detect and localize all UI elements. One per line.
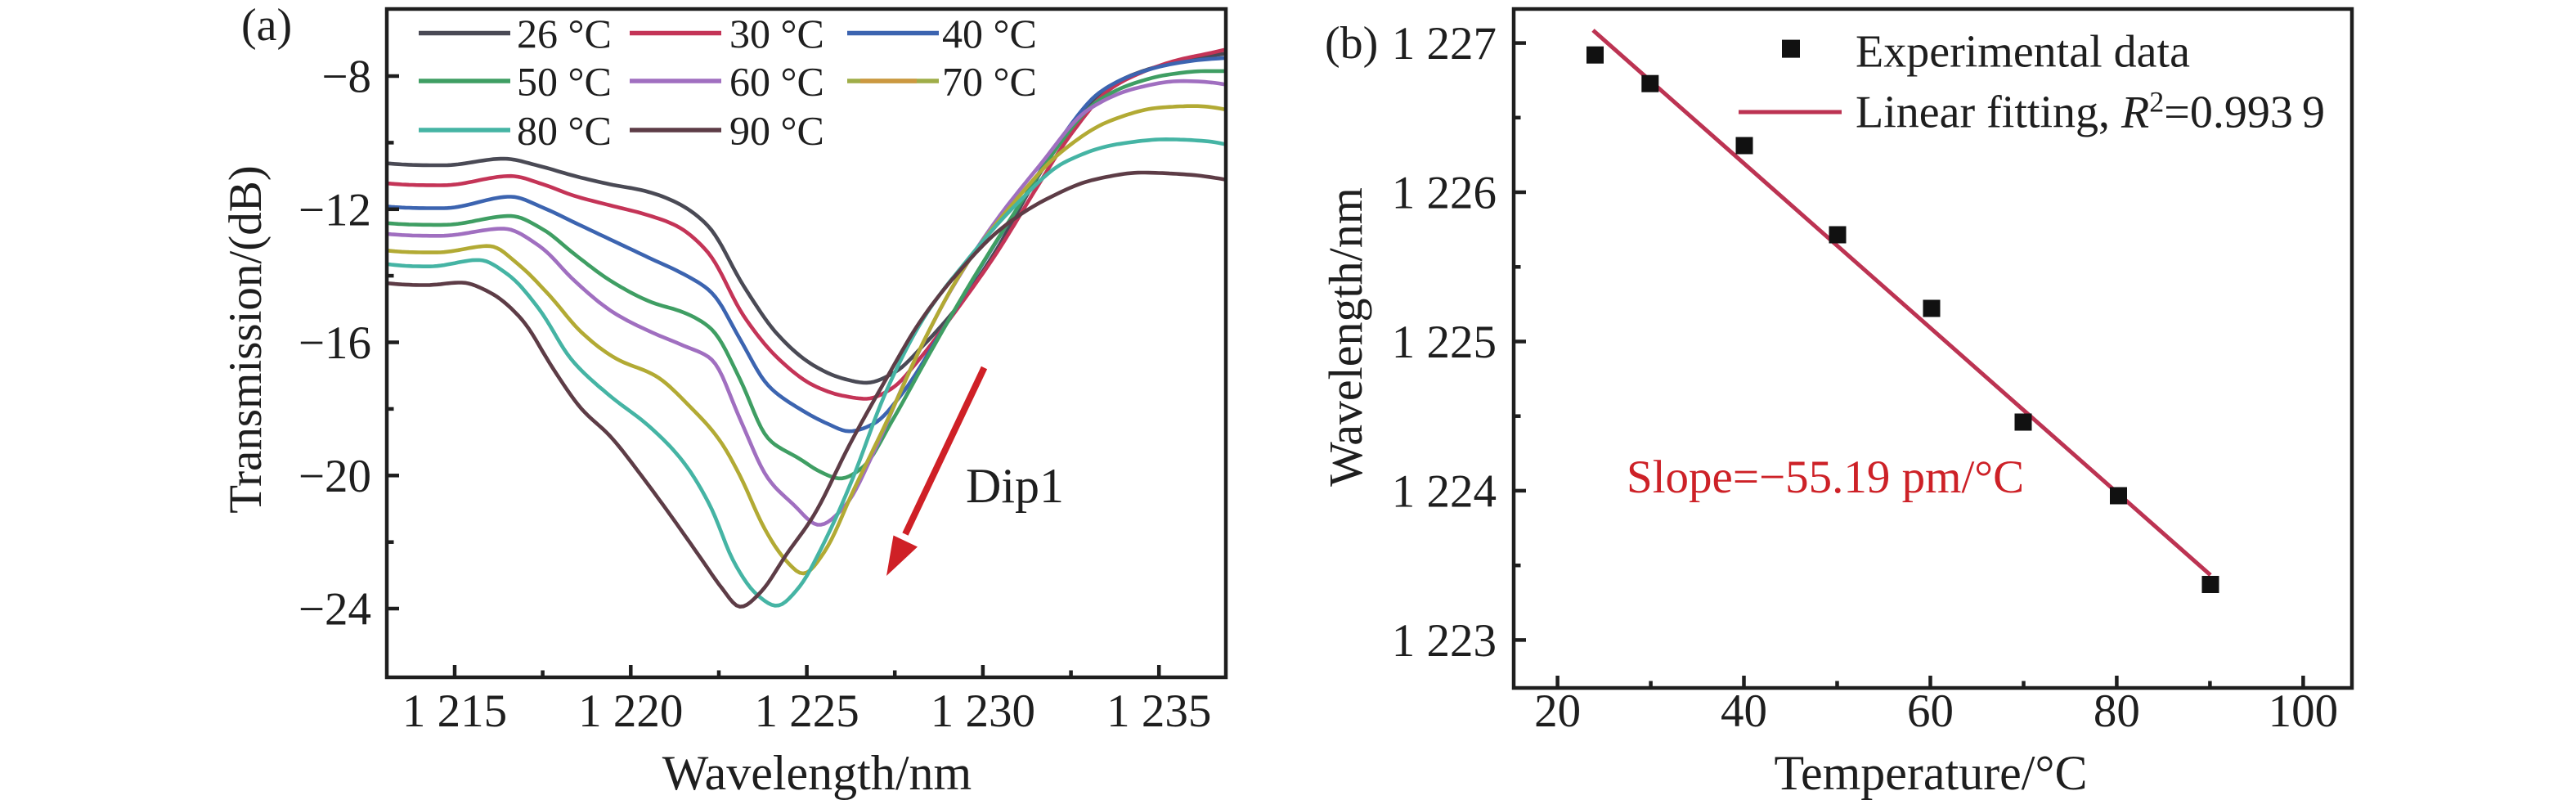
svg-text:Transmission/(dB): Transmission/(dB) bbox=[220, 165, 272, 513]
svg-text:20: 20 bbox=[1534, 685, 1581, 737]
svg-text:60: 60 bbox=[1907, 685, 1954, 737]
svg-text:40 °C: 40 °C bbox=[942, 11, 1037, 56]
svg-text:1 225: 1 225 bbox=[754, 685, 859, 737]
svg-text:Linear fitting, R2=0.993 9: Linear fitting, R2=0.993 9 bbox=[1856, 86, 2325, 138]
svg-text:60 °C: 60 °C bbox=[729, 59, 824, 105]
svg-text:−8: −8 bbox=[321, 52, 371, 103]
svg-text:1 235: 1 235 bbox=[1106, 685, 1211, 737]
svg-text:1 226: 1 226 bbox=[1392, 168, 1497, 219]
svg-text:1 224: 1 224 bbox=[1392, 465, 1497, 517]
svg-text:70 °C: 70 °C bbox=[942, 59, 1037, 105]
svg-text:1 223: 1 223 bbox=[1392, 615, 1497, 667]
svg-text:80: 80 bbox=[2094, 685, 2140, 737]
svg-text:−24: −24 bbox=[298, 584, 371, 636]
svg-text:(a): (a) bbox=[241, 0, 292, 51]
svg-text:−12: −12 bbox=[298, 184, 371, 236]
svg-text:Experimental data: Experimental data bbox=[1856, 27, 2190, 78]
svg-text:1 230: 1 230 bbox=[931, 685, 1035, 737]
svg-text:1 215: 1 215 bbox=[402, 685, 507, 737]
svg-text:1 220: 1 220 bbox=[578, 685, 683, 737]
svg-text:50 °C: 50 °C bbox=[517, 59, 612, 105]
svg-text:30 °C: 30 °C bbox=[729, 11, 824, 56]
svg-text:Wavelength/nm: Wavelength/nm bbox=[662, 746, 972, 800]
svg-text:Wavelength/nm: Wavelength/nm bbox=[1319, 187, 1372, 487]
svg-text:1 227: 1 227 bbox=[1392, 18, 1497, 70]
svg-text:Temperature/°C: Temperature/°C bbox=[1775, 746, 2088, 800]
svg-text:90 °C: 90 °C bbox=[729, 108, 824, 154]
svg-text:(b): (b) bbox=[1325, 18, 1378, 69]
svg-text:Slope=−55.19 pm/°C: Slope=−55.19 pm/°C bbox=[1627, 452, 2024, 503]
svg-text:40: 40 bbox=[1721, 685, 1767, 737]
svg-text:−20: −20 bbox=[298, 451, 371, 502]
svg-text:1 225: 1 225 bbox=[1392, 317, 1497, 368]
svg-text:26 °C: 26 °C bbox=[517, 11, 612, 56]
svg-text:Dip1: Dip1 bbox=[966, 459, 1064, 513]
svg-text:100: 100 bbox=[2269, 685, 2339, 737]
svg-text:−16: −16 bbox=[298, 317, 371, 369]
svg-text:80 °C: 80 °C bbox=[517, 108, 612, 154]
